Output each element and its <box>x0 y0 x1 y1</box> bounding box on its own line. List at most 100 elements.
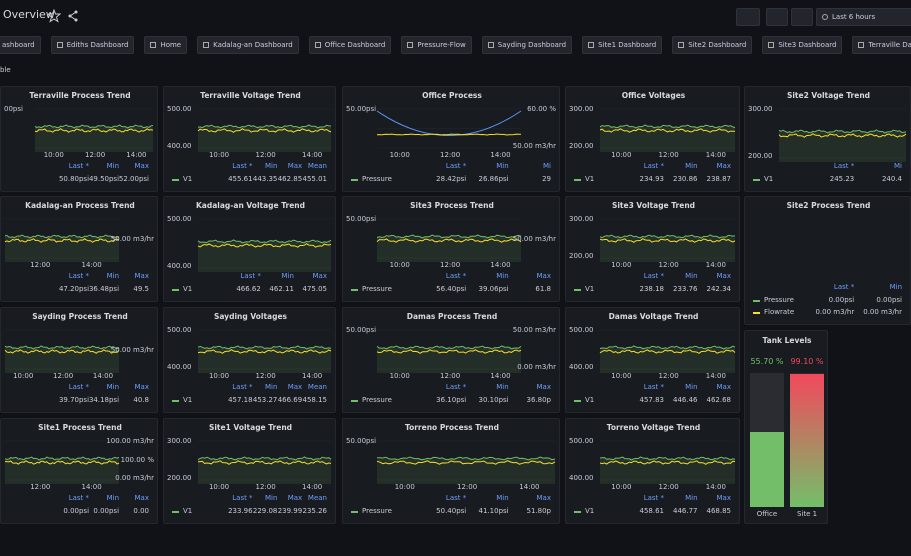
settings-button[interactable] <box>791 8 813 26</box>
legend-header[interactable]: Min <box>264 383 278 391</box>
legend-value: 242.34 <box>706 285 732 293</box>
legend-header[interactable]: Last * <box>643 162 664 170</box>
legend-header[interactable]: Last * <box>643 272 664 280</box>
legend-name[interactable]: V1 <box>183 396 193 404</box>
legend-header[interactable]: Min <box>889 283 902 291</box>
legend-header[interactable]: Max <box>716 272 731 280</box>
legend-name[interactable]: V1 <box>585 507 595 515</box>
legend-name[interactable]: V1 <box>183 507 193 515</box>
legend-header[interactable]: Last * <box>68 383 90 391</box>
dashboard-link[interactable]: Terraville Dashboard <box>852 36 911 54</box>
legend-header[interactable]: Max <box>312 272 327 280</box>
legend-name[interactable]: Pressure <box>362 285 392 293</box>
save-button[interactable] <box>766 8 788 26</box>
legend-header[interactable]: Last * <box>833 283 855 291</box>
legend-header[interactable]: Max <box>536 272 551 280</box>
legend-header[interactable]: Min <box>685 272 698 280</box>
panel-title: Site2 Voltage Trend <box>786 91 871 100</box>
time-picker[interactable]: Last 6 hours <box>816 8 911 26</box>
legend-header[interactable]: Max <box>134 494 149 502</box>
legend-header[interactable]: Min <box>106 162 120 170</box>
legend-header[interactable]: Min <box>496 272 509 280</box>
legend-name[interactable]: Flowrate <box>764 308 795 316</box>
legend-name[interactable]: V1 <box>764 175 774 183</box>
legend-header[interactable]: Min <box>685 494 698 502</box>
legend-header[interactable]: Last * <box>232 383 253 391</box>
legend-header[interactable]: Min <box>685 383 698 391</box>
legend-header[interactable]: Min <box>106 494 120 502</box>
legend-name[interactable]: Pressure <box>362 507 392 515</box>
legend-header[interactable]: Max <box>134 383 149 391</box>
dashboard-link[interactable]: Site3 Dashboard <box>762 36 843 54</box>
legend-value: 233.96 <box>228 507 253 515</box>
legend-name[interactable]: Pressure <box>764 296 794 304</box>
x-tick-label: 14:00 <box>705 151 726 159</box>
legend-header[interactable]: Max <box>287 494 303 502</box>
legend-header[interactable]: Mi <box>894 162 902 170</box>
legend-header[interactable]: Last * <box>232 162 253 170</box>
legend-header[interactable]: Last * <box>445 162 467 170</box>
legend-header[interactable]: Max <box>134 272 149 280</box>
legend-header[interactable]: Max <box>134 162 149 170</box>
legend-header[interactable]: Last * <box>643 494 664 502</box>
legend-name[interactable]: V1 <box>585 396 595 404</box>
legend-header[interactable]: Mean <box>307 494 327 502</box>
dashboard-link[interactable]: ble <box>0 66 11 74</box>
legend-header[interactable]: Min <box>496 162 509 170</box>
legend-header[interactable]: Min <box>264 162 278 170</box>
panel-title: Kadalag-an Voltage Trend <box>195 201 306 210</box>
y-tick-label: 500.00 <box>167 105 192 113</box>
legend-header[interactable]: Last * <box>232 494 253 502</box>
legend-header[interactable]: Max <box>716 383 731 391</box>
legend-header[interactable]: Max <box>287 383 303 391</box>
link-icon <box>858 42 865 48</box>
legend-header[interactable]: Last * <box>68 272 90 280</box>
dashboard-link[interactable]: Sayding Dashboard <box>481 36 573 54</box>
legend-header[interactable]: Max <box>536 494 551 502</box>
legend-value: 458.15 <box>302 396 328 404</box>
legend-header[interactable]: Min <box>496 494 509 502</box>
dashboard-link[interactable]: Home <box>144 36 188 54</box>
dashboard-link[interactable]: Pressure-Flow <box>401 36 472 54</box>
legend-header[interactable]: Last * <box>240 272 261 280</box>
legend-header[interactable]: Last * <box>643 383 664 391</box>
x-tick-label: 14:00 <box>519 483 540 491</box>
legend-header[interactable]: Max <box>716 494 731 502</box>
dashboard-link[interactable]: Site1 Dashboard <box>582 36 663 54</box>
legend-header[interactable]: Min <box>106 272 120 280</box>
legend-header[interactable]: Last * <box>445 272 467 280</box>
dashboard-link[interactable]: Kadalag-an Dashboard <box>197 36 299 54</box>
legend-name[interactable]: V1 <box>585 285 595 293</box>
legend-header[interactable]: Max <box>287 162 303 170</box>
legend-header[interactable]: Last * <box>68 494 90 502</box>
legend-header[interactable]: Min <box>281 272 294 280</box>
legend-header[interactable]: Last * <box>68 162 90 170</box>
dashboard-link[interactable]: ashboard <box>0 36 41 54</box>
legend-header[interactable]: Mean <box>307 162 327 170</box>
x-tick-label: 10:00 <box>389 261 410 269</box>
legend-name[interactable]: V1 <box>585 175 595 183</box>
dashboard-link[interactable]: Office Dashboard <box>308 36 392 54</box>
legend-header[interactable]: Last * <box>833 162 855 170</box>
legend-name[interactable]: V1 <box>183 175 193 183</box>
legend-name[interactable]: Pressure <box>362 175 392 183</box>
legend-header[interactable]: Min <box>685 162 698 170</box>
title-icons[interactable] <box>48 9 82 23</box>
legend-name[interactable]: Pressure <box>362 396 392 404</box>
legend-header[interactable]: Max <box>716 162 731 170</box>
legend-header[interactable]: Max <box>536 383 551 391</box>
legend-header[interactable]: Last * <box>445 494 467 502</box>
legend-header[interactable]: Min <box>496 383 509 391</box>
dashboard-link[interactable]: Site2 Dashboard <box>672 36 753 54</box>
add-panel-button[interactable] <box>736 8 760 26</box>
dashboard-link[interactable]: Ediths Dashboard <box>50 36 135 54</box>
panel: Terraville Process Trend 00psi 10:00 12:00 1… <box>0 86 158 192</box>
x-tick-label: 12:00 <box>658 151 679 159</box>
y2-tick-label: 50.00 m3/hr <box>512 326 556 334</box>
legend-header[interactable]: Mean <box>307 383 327 391</box>
legend-header[interactable]: Min <box>264 494 278 502</box>
legend-header[interactable]: Mi <box>543 162 551 170</box>
legend-header[interactable]: Last * <box>445 383 467 391</box>
legend-name[interactable]: V1 <box>183 285 193 293</box>
legend-header[interactable]: Min <box>106 383 120 391</box>
